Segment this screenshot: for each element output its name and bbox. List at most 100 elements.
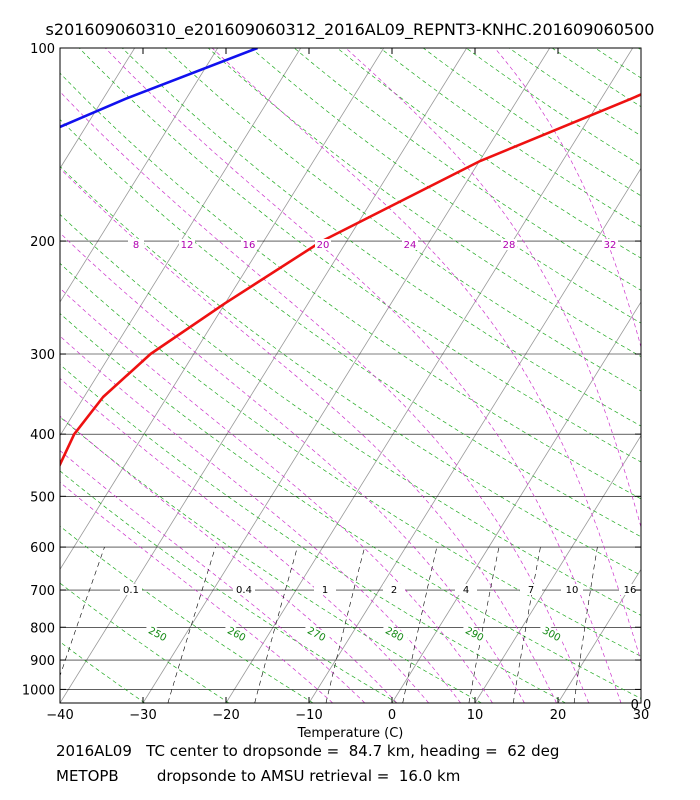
y-tick-label: 800 [30, 621, 55, 636]
mixing-ratio-label: 1 [322, 585, 328, 596]
mixing-ratio-label-bg [233, 584, 255, 595]
x-tick-label: −10 [295, 708, 322, 723]
mixing-ratio-line [167, 547, 216, 703]
moist-adiabat-line [60, 450, 366, 703]
moist-adiabat-label-bg [602, 239, 618, 250]
mixing-ratio-line [60, 547, 105, 677]
dry-adiabat-label-bg [143, 622, 172, 646]
moist-adiabat-label: 20 [317, 240, 330, 251]
x-axis-label: Temperature (C) [297, 726, 404, 740]
isotherm-line [60, 48, 219, 303]
moist-adiabat-line [60, 232, 525, 703]
y-tick-label: 100 [30, 42, 55, 57]
mixing-ratio-label: 2 [391, 585, 397, 596]
moist-adiabat-label: 28 [503, 240, 516, 251]
x-tick-label: −20 [212, 708, 239, 723]
dry-adiabat-line [78, 48, 641, 463]
profile-line [0, 646, 11, 698]
isotherm-line [474, 434, 641, 703]
dry-adiabat-line [594, 48, 641, 79]
dry-adiabat-line [637, 48, 641, 51]
isotherm-line [0, 48, 52, 703]
x-tick-label: 20 [550, 708, 567, 723]
y-tick-label: 400 [30, 428, 55, 443]
y-tick-label: 200 [30, 235, 55, 250]
mixing-ratio-label-bg [383, 584, 405, 595]
moist-adiabat-label-bg [128, 239, 144, 250]
y-tick-label: 900 [30, 654, 55, 669]
dry-adiabat-line [60, 313, 641, 699]
isotherm-line [640, 702, 641, 703]
dry-adiabat-line [60, 72, 641, 500]
dry-adiabat-label-bg [302, 622, 331, 646]
mixing-ratio-line [512, 547, 541, 703]
moist-adiabat-label: 24 [404, 240, 417, 251]
moist-adiabat-line [60, 415, 398, 703]
mixing-ratio-label: 7 [528, 585, 534, 596]
mixing-ratio-label-bg [455, 584, 477, 595]
x-tick-label: −30 [129, 708, 156, 723]
moist-adiabat-line [60, 335, 461, 703]
x-tick-label: 30 [633, 708, 650, 723]
y-tick-label: 600 [30, 541, 55, 556]
mixing-ratio-label-bg [520, 584, 542, 595]
dry-adiabat-line [121, 48, 641, 427]
mixing-ratio-label: 10 [566, 585, 579, 596]
moist-adiabat-line [105, 48, 622, 703]
isotherm-line [60, 48, 136, 170]
dry-adiabat-line [60, 582, 230, 703]
dry-adiabat-line [250, 48, 641, 324]
dry-adiabat-line [60, 641, 145, 703]
moist-adiabat-label-bg [402, 239, 418, 250]
footer-line-2: METOPB dropsonde to AMSU retrieval = 16.… [56, 767, 461, 785]
isotherm-line [308, 167, 641, 703]
x-tick-label: −40 [46, 708, 73, 723]
dry-adiabat-line [681, 48, 700, 703]
mixing-ratio-label-bg [619, 584, 641, 595]
moist-adiabat-label-bg [315, 239, 331, 250]
dry-adiabat-line [422, 48, 641, 197]
mixing-ratio-label-bg [120, 584, 142, 595]
footer-line-1: 2016AL09 TC center to dropsonde = 84.7 k… [56, 742, 560, 760]
dry-adiabat-line [60, 702, 61, 703]
dry-adiabat-label-bg [380, 622, 409, 646]
y-tick-label: 700 [30, 584, 55, 599]
moist-adiabat-line [60, 481, 333, 703]
dry-adiabat-line [379, 48, 641, 228]
dry-adiabat-line [60, 364, 566, 703]
moist-adiabat-label-bg [501, 239, 517, 250]
dry-adiabat-label-bg [537, 622, 566, 646]
moist-adiabat-label: 12 [181, 240, 194, 251]
x-tick-label: 0 [388, 708, 396, 723]
plot-frame [59, 47, 642, 704]
mixing-ratio-label: 0.1 [123, 585, 139, 596]
mixing-ratio-line [468, 547, 500, 703]
dry-adiabat-line [60, 165, 641, 576]
isotherm-line [142, 48, 551, 703]
dry-adiabat-line [293, 48, 641, 291]
dry-adiabat-line [60, 416, 482, 703]
mixing-ratio-line [402, 547, 438, 703]
mixing-ratio-line [254, 547, 298, 703]
isotherm-line [60, 48, 468, 703]
mixing-ratio-label-bg [314, 584, 336, 595]
moist-adiabat-line [60, 91, 590, 703]
x-tick-label: 10 [467, 708, 484, 723]
chart-title: s201609060310_e201609060312_2016AL09_REP… [45, 20, 655, 39]
isotherm-line [391, 301, 641, 703]
moist-adiabat-line [60, 377, 429, 703]
y-tick-label: 500 [30, 490, 55, 505]
moist-adiabat-line [60, 167, 557, 703]
mixing-ratio-line [325, 547, 365, 703]
dry-adiabat-line [60, 213, 641, 616]
profile-line [0, 651, 14, 698]
dry-adiabat-line [207, 48, 641, 358]
corner-label: 0 0 [631, 698, 652, 713]
dry-adiabat-line [164, 48, 641, 392]
moist-adiabat-label: 8 [133, 240, 139, 251]
isotherm-line [225, 48, 634, 703]
dry-adiabat-label-bg [222, 622, 251, 646]
dry-adiabat-line [508, 48, 641, 137]
